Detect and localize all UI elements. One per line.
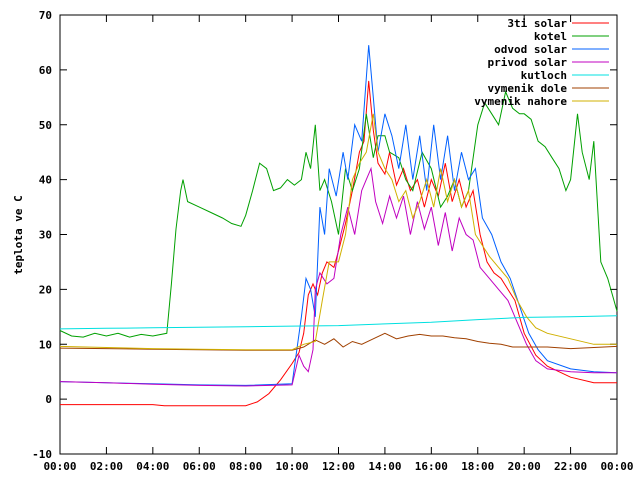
- y-tick-label: 60: [39, 64, 52, 77]
- y-tick-label: 70: [39, 9, 52, 22]
- series-line-kotel: [59, 90, 618, 338]
- series-lines: [59, 45, 618, 407]
- series-line-privod-solar: [59, 166, 617, 387]
- y-tick-label: 30: [39, 229, 52, 242]
- y-axis-label: teplota ve C: [12, 195, 25, 274]
- x-axis-ticks: 00:00 02:00 04:00 06:00 08:00 10:00 12:00 14:00…: [43, 15, 634, 473]
- x-tick-label: 16:00: [415, 460, 448, 473]
- legend-entry-label: vymenik dole: [488, 82, 568, 95]
- series-line-vymenik-dole: [59, 332, 618, 351]
- series-line-kutloch: [59, 315, 618, 330]
- x-tick-label: 22:00: [554, 460, 587, 473]
- legend-entry-label: privod solar: [488, 56, 568, 69]
- y-tick-label: 10: [39, 338, 52, 351]
- legend-entry-label: kutloch: [521, 69, 567, 82]
- x-tick-label: 08:00: [229, 460, 262, 473]
- y-tick-label: 50: [39, 119, 52, 132]
- legend-entry-label: kotel: [534, 30, 567, 43]
- x-tick-label: 20:00: [508, 460, 541, 473]
- x-tick-label: 02:00: [90, 460, 123, 473]
- series-line-odvod-solar: [59, 45, 618, 386]
- legend-entry-label: vymenik nahore: [474, 95, 567, 108]
- series-line-vymenik-nahore: [59, 113, 617, 351]
- y-axis-ticks: -10 0 10 20 30 40 50 60 70: [32, 9, 617, 461]
- series-line-3ti-solar: [60, 80, 617, 407]
- legend-entry-label: 3ti solar: [507, 17, 567, 30]
- legend-entry-label: odvod solar: [494, 43, 567, 56]
- y-tick-label: -10: [32, 448, 52, 461]
- y-tick-label: 0: [45, 393, 52, 406]
- x-tick-label: 04:00: [136, 460, 169, 473]
- y-tick-label: 20: [39, 283, 52, 296]
- x-tick-label: 18:00: [461, 460, 494, 473]
- x-tick-label: 00:00: [600, 460, 633, 473]
- x-tick-label: 10:00: [276, 460, 309, 473]
- x-tick-label: 14:00: [368, 460, 401, 473]
- x-tick-label: 06:00: [183, 460, 216, 473]
- x-tick-label: 00:00: [43, 460, 76, 473]
- x-tick-label: 12:00: [322, 460, 355, 473]
- y-tick-label: 40: [39, 174, 52, 187]
